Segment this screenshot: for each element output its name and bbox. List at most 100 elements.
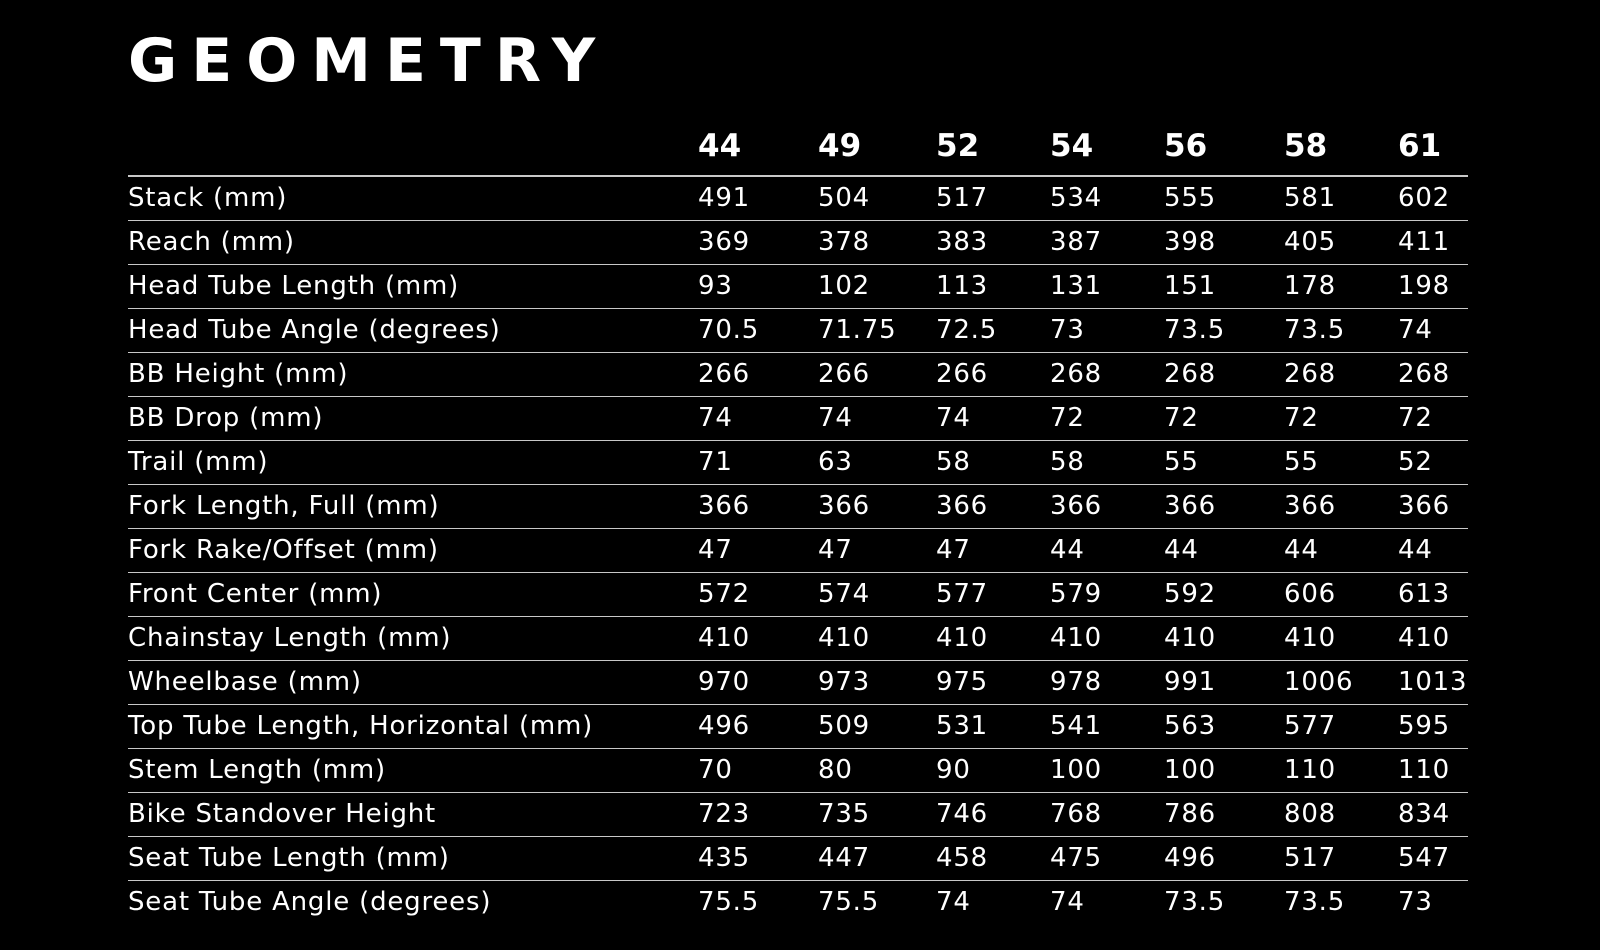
table-cell: 563 <box>1164 711 1217 741</box>
table-cell: 47 <box>818 535 853 565</box>
table-cell: 73.5 <box>1164 315 1226 345</box>
table-cell: 369 <box>698 227 751 257</box>
table-cell: 366 <box>936 491 989 521</box>
table-cell: 978 <box>1050 667 1103 697</box>
table-row: Top Tube Length, Horizontal (mm) 496 509 53… <box>128 705 1468 749</box>
row-label: Stack (mm) <box>128 183 288 213</box>
table-cell: 405 <box>1284 227 1337 257</box>
table-cell: 74 <box>1050 887 1085 917</box>
table-cell: 178 <box>1284 271 1337 301</box>
table-cell: 73 <box>1398 887 1433 917</box>
row-label: Seat Tube Angle (degrees) <box>128 887 492 917</box>
table-cell: 113 <box>936 271 989 301</box>
row-label: Stem Length (mm) <box>128 755 386 785</box>
table-cell: 572 <box>698 579 751 609</box>
table-row: Trail (mm) 71 63 58 58 55 55 52 <box>128 441 1468 485</box>
table-cell: 735 <box>818 799 871 829</box>
table-cell: 58 <box>936 447 971 477</box>
table-cell: 366 <box>818 491 871 521</box>
table-cell: 366 <box>1164 491 1217 521</box>
size-header: 61 <box>1398 128 1442 164</box>
table-cell: 547 <box>1398 843 1451 873</box>
row-label: Fork Rake/Offset (mm) <box>128 535 439 565</box>
table-cell: 110 <box>1398 755 1451 785</box>
size-header: 58 <box>1284 128 1328 164</box>
row-label: Bike Standover Height <box>128 799 437 829</box>
table-cell: 504 <box>818 183 871 213</box>
table-cell: 102 <box>818 271 871 301</box>
table-row: Front Center (mm) 572 574 577 579 592 606 613 <box>128 573 1468 617</box>
table-cell: 366 <box>1050 491 1103 521</box>
table-cell: 577 <box>1284 711 1337 741</box>
row-label: Reach (mm) <box>128 227 295 257</box>
table-cell: 975 <box>936 667 989 697</box>
row-label: BB Drop (mm) <box>128 403 324 433</box>
row-label: Head Tube Length (mm) <box>128 271 460 301</box>
table-cell: 47 <box>936 535 971 565</box>
table-cell: 55 <box>1284 447 1319 477</box>
table-cell: 592 <box>1164 579 1217 609</box>
table-cell: 366 <box>1398 491 1451 521</box>
row-label: Top Tube Length, Horizontal (mm) <box>128 711 594 741</box>
table-cell: 44 <box>1164 535 1199 565</box>
table-cell: 577 <box>936 579 989 609</box>
table-row: Chainstay Length (mm) 410 410 410 410 410 410 4… <box>128 617 1468 661</box>
table-cell: 110 <box>1284 755 1337 785</box>
table-cell: 72 <box>1050 403 1085 433</box>
table-cell: 475 <box>1050 843 1103 873</box>
row-label: Trail (mm) <box>128 447 269 477</box>
table-cell: 613 <box>1398 579 1451 609</box>
table-cell: 266 <box>698 359 751 389</box>
table-cell: 581 <box>1284 183 1337 213</box>
table-cell: 268 <box>1164 359 1217 389</box>
table-cell: 410 <box>818 623 871 653</box>
table-cell: 74 <box>936 403 971 433</box>
table-cell: 410 <box>936 623 989 653</box>
table-cell: 73.5 <box>1164 887 1226 917</box>
table-row: Stack (mm) 491 504 517 534 555 581 602 <box>128 177 1468 221</box>
table-cell: 58 <box>1050 447 1085 477</box>
table-cell: 55 <box>1164 447 1199 477</box>
size-header: 56 <box>1164 128 1208 164</box>
table-cell: 44 <box>1050 535 1085 565</box>
table-cell: 74 <box>1398 315 1433 345</box>
size-header-row: 44 49 52 54 56 58 61 <box>128 117 1468 177</box>
table-row: Head Tube Angle (degrees) 70.5 71.75 72.5 73… <box>128 309 1468 353</box>
table-cell: 100 <box>1164 755 1217 785</box>
table-row: Head Tube Length (mm) 93 102 113 131 151 178 19… <box>128 265 1468 309</box>
size-header: 54 <box>1050 128 1094 164</box>
table-cell: 387 <box>1050 227 1103 257</box>
table-cell: 266 <box>936 359 989 389</box>
table-cell: 74 <box>818 403 853 433</box>
table-cell: 534 <box>1050 183 1103 213</box>
row-label: Front Center (mm) <box>128 579 383 609</box>
table-cell: 768 <box>1050 799 1103 829</box>
table-row: Seat Tube Length (mm) 435 447 458 475 496 517 5… <box>128 837 1468 881</box>
geometry-table: 44 49 52 54 56 58 61 Stack (mm) 491 504 517… <box>128 117 1468 924</box>
table-body: Stack (mm) 491 504 517 534 555 581 602 Reach (mm… <box>128 177 1468 924</box>
table-cell: 574 <box>818 579 871 609</box>
row-label: Chainstay Length (mm) <box>128 623 452 653</box>
table-cell: 595 <box>1398 711 1451 741</box>
table-cell: 517 <box>1284 843 1337 873</box>
row-label: Head Tube Angle (degrees) <box>128 315 501 345</box>
table-cell: 93 <box>698 271 733 301</box>
table-cell: 72.5 <box>936 315 998 345</box>
table-cell: 509 <box>818 711 871 741</box>
table-cell: 555 <box>1164 183 1217 213</box>
table-row: Wheelbase (mm) 970 973 975 978 991 1006 1013 <box>128 661 1468 705</box>
table-cell: 435 <box>698 843 751 873</box>
table-row: Bike Standover Height 723 735 746 768 786 808 8… <box>128 793 1468 837</box>
table-cell: 378 <box>818 227 871 257</box>
size-header: 44 <box>698 128 742 164</box>
table-cell: 366 <box>698 491 751 521</box>
row-label: Fork Length, Full (mm) <box>128 491 440 521</box>
table-cell: 410 <box>1164 623 1217 653</box>
table-cell: 447 <box>818 843 871 873</box>
table-cell: 198 <box>1398 271 1451 301</box>
table-row: Stem Length (mm) 70 80 90 100 100 110 110 <box>128 749 1468 793</box>
table-cell: 496 <box>1164 843 1217 873</box>
table-cell: 1013 <box>1398 667 1468 697</box>
table-cell: 70 <box>698 755 733 785</box>
row-label: BB Height (mm) <box>128 359 349 389</box>
